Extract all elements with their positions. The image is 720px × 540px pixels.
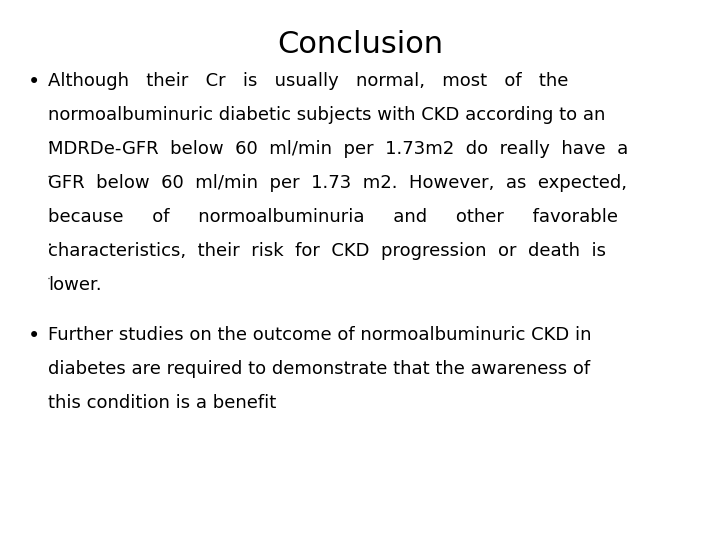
Text: Further studies on the outcome of normoalbuminuric CKD in: Further studies on the outcome of normoa… [48, 326, 592, 344]
Text: normoalbuminuric diabetic subjects with CKD according to an: normoalbuminuric diabetic subjects with … [48, 106, 606, 124]
Text: GFR  below  60  ml/min  per  1.73  m2.  However,  as  expected,: GFR below 60 ml/min per 1.73 m2. However… [48, 174, 627, 192]
Text: MDRDe-GFR  below  60  ml/min  per  1.73m2  do  really  have  a: MDRDe-GFR below 60 ml/min per 1.73m2 do … [48, 140, 629, 158]
Text: because     of     normoalbuminuria     and     other     favorable: because of normoalbuminuria and other fa… [48, 208, 618, 226]
Text: •: • [28, 72, 40, 92]
Text: Conclusion: Conclusion [277, 30, 443, 59]
Text: Although   their   Cr   is   usually   normal,   most   of   the: Although their Cr is usually normal, mos… [48, 72, 568, 90]
Text: this condition is a benefit: this condition is a benefit [48, 394, 276, 412]
Text: lower.: lower. [48, 276, 102, 294]
Text: •: • [28, 326, 40, 346]
Text: characteristics,  their  risk  for  CKD  progression  or  death  is: characteristics, their risk for CKD prog… [48, 242, 606, 260]
Text: diabetes are required to demonstrate that the awareness of: diabetes are required to demonstrate tha… [48, 360, 590, 378]
